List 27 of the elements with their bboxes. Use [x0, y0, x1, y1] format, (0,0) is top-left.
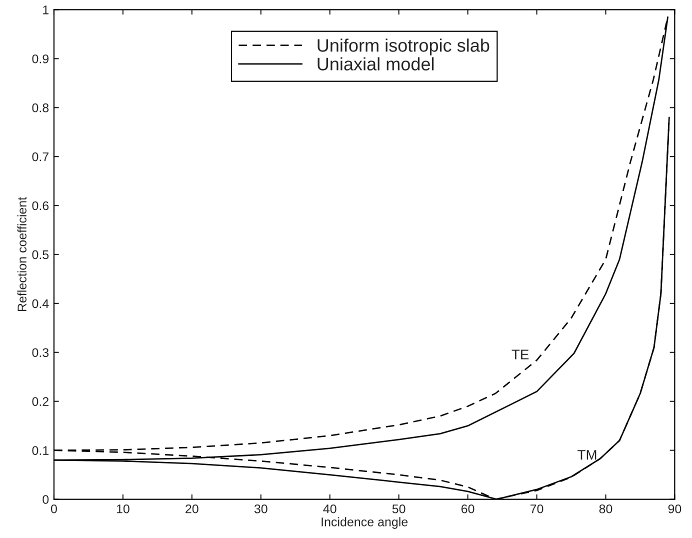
annotation: TE [512, 350, 529, 360]
y-tick-label: 0.2 [32, 397, 48, 406]
y-tick-label: 1 [43, 6, 49, 14]
x-tick-label: 70 [530, 504, 544, 514]
x-tick-label: 0 [50, 504, 57, 514]
y-tick-label: 0.4 [32, 299, 49, 308]
x-tick-label: 20 [186, 504, 198, 514]
y-tick-label: 0.8 [32, 103, 49, 112]
y-tick-label: 0.6 [32, 201, 49, 210]
x-tick-label: 80 [599, 504, 612, 514]
x-tick-label: 30 [254, 504, 268, 514]
x-axis-title: Incidence angle [322, 517, 408, 529]
x-tick-label: 10 [116, 504, 130, 514]
x-tick-label: 60 [461, 504, 474, 514]
x-tick-label: 90 [668, 504, 682, 514]
y-tick-label: 0 [42, 495, 49, 504]
legend-label: Uniaxial model [318, 57, 434, 70]
y-tick-label: 0.9 [32, 54, 49, 64]
y-tick-label: 0.7 [32, 152, 48, 162]
x-tick-label: 50 [392, 504, 406, 514]
x-tick-label: 40 [323, 504, 336, 514]
y-tick-label: 0.3 [32, 348, 49, 358]
legend-label: Uniform isotropic slab [318, 38, 490, 56]
y-axis-title: Reflection coefficient [17, 197, 26, 312]
y-tick-label: 0.1 [32, 446, 49, 455]
y-tick-label: 0.5 [32, 250, 49, 260]
annotation: TM [578, 450, 596, 460]
